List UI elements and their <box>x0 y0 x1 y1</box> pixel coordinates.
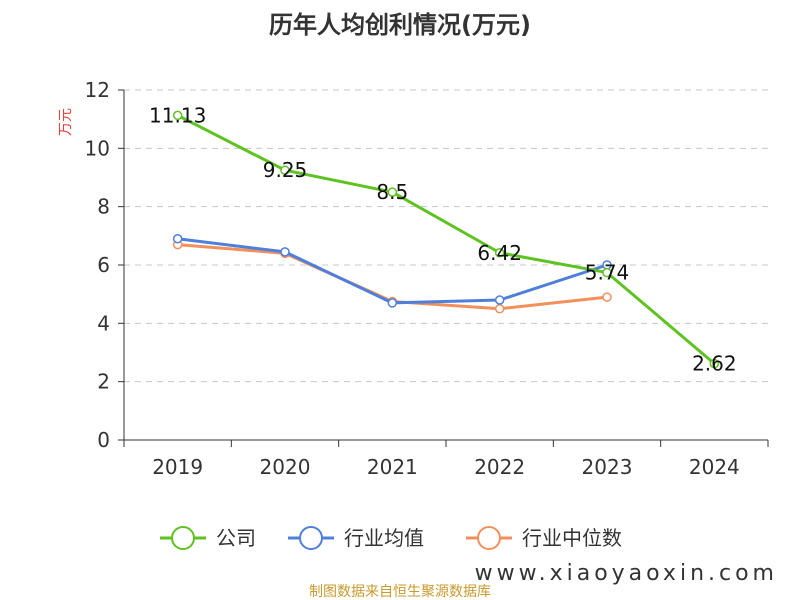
data-labels: 11.13 9.25 8.5 6.42 5.74 2.62 <box>149 103 737 375</box>
y-axis-label: 万元 <box>58 108 74 136</box>
legend-marker-1 <box>299 526 323 550</box>
legend-marker-2 <box>477 526 501 550</box>
x-tick-label: 2024 <box>689 455 740 479</box>
y-tick-label: 10 <box>85 136 110 160</box>
data-label: 8.5 <box>376 180 408 204</box>
y-tick-label: 2 <box>97 370 110 394</box>
x-tick-label: 2021 <box>367 455 418 479</box>
source-note: 制图数据来自恒生聚源数据库 <box>309 584 491 600</box>
y-tick-label: 4 <box>97 311 110 335</box>
data-point-1 <box>494 295 505 305</box>
y-tick-label: 6 <box>97 253 110 277</box>
data-point-1 <box>172 234 183 244</box>
data-point-2 <box>494 304 505 314</box>
x-tick-label: 2022 <box>474 455 525 479</box>
legend-label-2: 行业中位数 <box>522 526 622 550</box>
data-point-0 <box>387 187 398 197</box>
data-point-1 <box>387 298 398 308</box>
series-lines <box>172 110 720 369</box>
x-tick-label: 2023 <box>582 455 633 479</box>
axes: 0 2 4 6 8 10 12 2019 2020 2021 2022 2023 2024 <box>85 78 769 479</box>
legend-label-1: 行业均值 <box>344 526 424 550</box>
y-tick-label: 8 <box>97 195 110 219</box>
data-label: 5.74 <box>585 261 630 285</box>
x-tick-label: 2020 <box>260 455 311 479</box>
data-point-2 <box>602 292 612 302</box>
x-tick-label: 2019 <box>152 455 203 479</box>
watermark: www.xiaoyaoxin.com <box>475 561 778 586</box>
y-tick-label: 0 <box>97 428 110 452</box>
data-label: 6.42 <box>477 241 522 265</box>
data-point-0 <box>280 165 290 175</box>
grid-lines <box>124 89 768 383</box>
data-label: 2.62 <box>692 352 737 376</box>
data-label: 9.25 <box>263 158 308 182</box>
data-point-0 <box>709 358 720 369</box>
legend-label-0: 公司 <box>216 526 256 550</box>
chart-title: 历年人均创利情况(万元) <box>269 11 531 39</box>
data-point-0 <box>494 248 505 258</box>
series-line-0 <box>176 114 716 365</box>
legend: 公司 行业均值 行业中位数 <box>160 526 622 550</box>
data-point-0 <box>602 267 612 278</box>
data-point-0 <box>172 110 183 121</box>
y-tick-label: 12 <box>85 78 110 102</box>
data-point-1 <box>280 247 290 257</box>
legend-marker-0 <box>171 526 195 550</box>
data-label: 11.13 <box>149 103 206 127</box>
